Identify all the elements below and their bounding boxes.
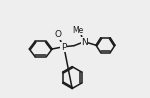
Text: P: P	[61, 43, 66, 52]
Text: N: N	[81, 38, 88, 47]
Text: Me: Me	[73, 26, 84, 35]
Text: O: O	[54, 30, 61, 39]
